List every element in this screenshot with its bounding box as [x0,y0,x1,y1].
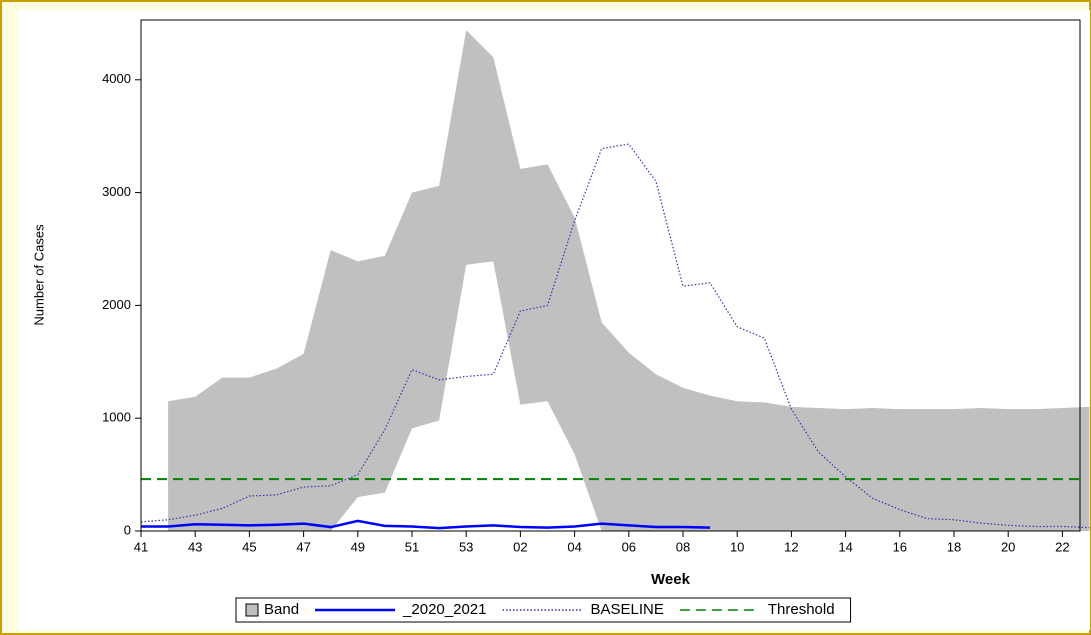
x-tick-label: 45 [242,539,256,554]
x-tick-label: 47 [296,539,310,554]
x-tick-label: 08 [676,539,690,554]
x-tick-label: 18 [947,539,961,554]
x-tick-label: 22 [1055,539,1069,554]
x-tick-label: 04 [567,539,581,554]
x-tick-label: 02 [513,539,527,554]
y-tick-label: 1000 [102,410,131,425]
x-tick-label: 53 [459,539,473,554]
y-tick-label: 0 [124,522,131,537]
legend: Band _2020_2021 BASELINE Threshold [235,597,852,623]
plot-frame [140,19,1081,532]
line-series [140,143,1090,529]
x-tick-label: 14 [838,539,852,554]
band [168,30,1090,532]
y-tick-label: 4000 [102,71,131,86]
x-tick-label: 51 [405,539,419,554]
x-tick-label: 20 [1001,539,1015,554]
legend-label: Band [264,601,299,618]
line-series [141,519,711,530]
x-tick-label: 12 [784,539,798,554]
legend-label: _2020_2021 [402,601,486,618]
y-tick-label: 2000 [102,297,131,312]
x-tick-label: 41 [134,539,148,554]
y-tick-label: 3000 [102,184,131,199]
x-tick-label: 10 [730,539,744,554]
legend-swatch [245,603,259,617]
y-axis-label: Number of Cases [31,224,46,326]
x-tick-label: 16 [893,539,907,554]
legend-label: BASELINE [590,601,663,618]
x-tick-label: 06 [622,539,636,554]
x-tick-label: 43 [188,539,202,554]
x-tick-label: 49 [351,539,365,554]
legend-label: Threshold [768,601,835,618]
x-axis-label: Week [651,571,691,588]
